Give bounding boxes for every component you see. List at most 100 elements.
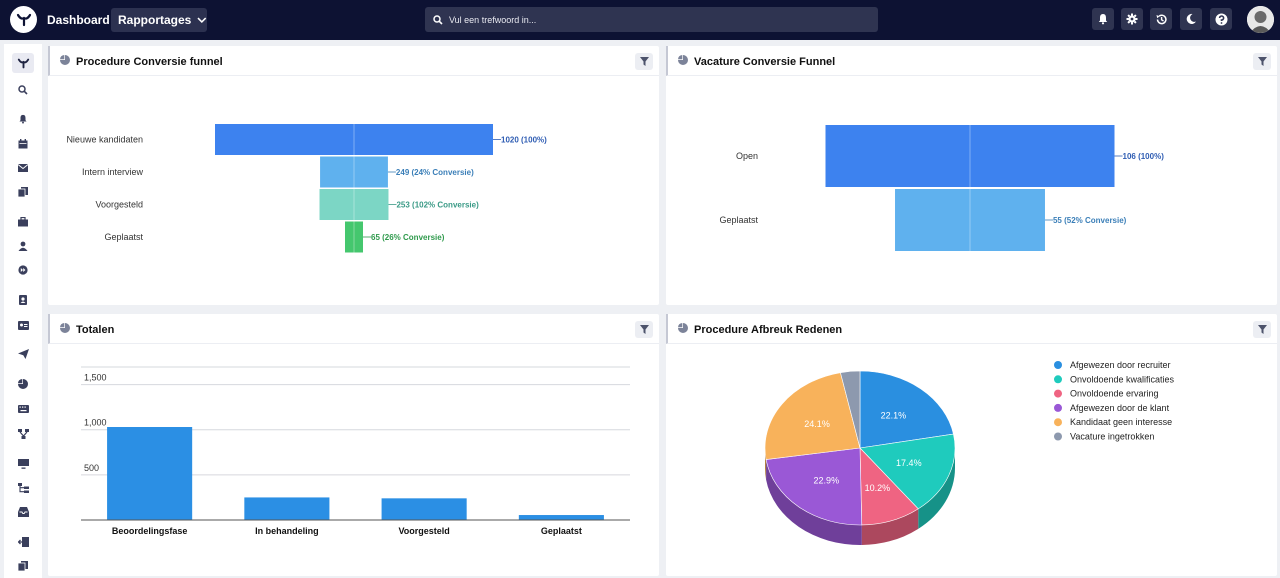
notifications-button[interactable] (1092, 8, 1114, 30)
page-title[interactable]: Dashboard (47, 13, 110, 27)
sidebar-item-contacts[interactable] (12, 290, 34, 310)
dark-mode-button[interactable] (1180, 8, 1202, 30)
bar (244, 497, 330, 520)
sidebar-item-logout[interactable] (12, 532, 34, 552)
user-avatar[interactable] (1247, 6, 1274, 33)
legend-label: Vacature ingetrokken (1070, 432, 1154, 442)
sidebar-item-procedures[interactable] (12, 260, 34, 280)
history-icon (1156, 13, 1167, 24)
id-card-icon (17, 320, 29, 330)
pie-chart-icon (678, 55, 688, 65)
pie-slice-label: 10.2% (865, 483, 891, 493)
funnel-category-label: Geplaatst (719, 215, 758, 225)
panel-title: Procedure Conversie funnel (76, 56, 223, 68)
sidebar-item-documents[interactable] (12, 182, 34, 202)
funnel-bar (320, 156, 388, 188)
legend-label: Afgewezen door de klant (1070, 403, 1170, 413)
gear-icon (1126, 13, 1138, 25)
reports-dropdown-button[interactable]: Rapportages (111, 8, 207, 32)
funnel-value-label: 65 (26% Conversie) (371, 233, 445, 242)
totals-bar-chart: 500 1,000 1,500 Beoordelingsfase In behandel… (81, 366, 630, 536)
sidebar-item-vacancies[interactable] (12, 212, 34, 232)
funnel-category-label: Voorgesteld (95, 200, 143, 210)
breakoff-pie-chart: 22.1% 17.4% 10.2% 22.9% 24.1% Afgewezen door … (764, 360, 1175, 545)
sidebar-item-inbox[interactable] (12, 502, 34, 522)
x-tick-label: Beoordelingsfase (112, 526, 188, 536)
sidebar-item-campaigns[interactable] (12, 344, 34, 364)
sidebar-item-notifications[interactable] (12, 109, 34, 129)
funnel-bar (825, 125, 1115, 187)
top-bar: Dashboard Rapportages (0, 0, 1280, 40)
history-button[interactable] (1150, 8, 1172, 30)
legend-marker (1054, 375, 1062, 384)
sidebar-item-calendar[interactable] (12, 134, 34, 154)
legend-marker (1054, 361, 1062, 369)
funnel-value-label: 1020 (100%) (501, 136, 547, 145)
funnel-category-label: Nieuwe kandidaten (66, 135, 143, 145)
legend-label: Onvoldoende kwalificaties (1070, 374, 1175, 384)
filter-button[interactable] (1253, 321, 1271, 338)
sidebar-item-search[interactable] (12, 80, 34, 100)
sidebar-item-workflows[interactable] (12, 424, 34, 444)
search-input[interactable] (449, 14, 849, 25)
monitor-icon (17, 459, 29, 469)
sidebar-item-archive[interactable] (12, 556, 34, 576)
pie-slice-side (861, 508, 919, 545)
panel-header: Totalen (48, 314, 659, 344)
filter-icon (1257, 57, 1267, 66)
search-icon (18, 85, 28, 95)
panel-title: Totalen (76, 324, 115, 336)
help-button[interactable] (1210, 8, 1232, 30)
sidebar-item-home[interactable] (12, 53, 34, 73)
legend-marker (1054, 389, 1062, 398)
pie-slice (764, 372, 861, 460)
contact-card-icon (19, 295, 27, 305)
sidebar-item-reports[interactable] (12, 374, 34, 394)
sidebar-item-candidates[interactable] (12, 236, 34, 256)
panel-title: Procedure Afbreuk Redenen (694, 324, 843, 336)
filter-button[interactable] (1253, 53, 1271, 70)
bar (518, 515, 604, 520)
calendar-icon (18, 139, 28, 149)
vacancy-funnel-chart: Open 106 (100%) Geplaatst 55 (52% Conversie… (719, 125, 1165, 251)
sidebar-item-display[interactable] (12, 454, 34, 474)
pie-slice-label: 17.4% (896, 458, 922, 468)
funnel-value-label: 55 (52% Conversie) (1053, 216, 1127, 225)
help-icon (1215, 13, 1227, 25)
sidebar-item-relations[interactable] (12, 315, 34, 335)
user-icon (18, 241, 28, 251)
funnel-bar (895, 189, 1045, 251)
filter-icon (639, 57, 649, 66)
envelope-icon (18, 164, 28, 172)
panel-header: Procedure Afbreuk Redenen (666, 314, 1277, 344)
sidebar-item-structure[interactable] (12, 478, 34, 498)
app-logo[interactable] (10, 6, 37, 33)
pie-chart-icon (60, 323, 70, 333)
funnel-value-label: 106 (100%) (1123, 152, 1165, 161)
legend-marker (1054, 403, 1062, 412)
logo-icon (17, 58, 29, 68)
settings-button[interactable] (1121, 8, 1143, 30)
pie-slice (859, 370, 954, 449)
legend-marker (1054, 418, 1062, 427)
procedure-funnel-panel: Procedure Conversie funnel Nieuwe kandid… (48, 46, 659, 305)
breakoff-reasons-panel: Procedure Afbreuk Redenen 22.1% 17.4% 10.2… (666, 314, 1277, 576)
search-icon (433, 14, 443, 25)
x-tick-label: Voorgesteld (398, 526, 449, 536)
filter-button[interactable] (635, 321, 653, 338)
filter-button[interactable] (635, 53, 653, 70)
funnel-bar (215, 124, 493, 155)
pie-slice (840, 370, 861, 449)
funnel-bar (345, 221, 363, 253)
funnel-value-label: 253 (102% Conversie) (396, 201, 479, 210)
copy-icon (18, 561, 28, 571)
sidebar-item-keyboard[interactable] (12, 399, 34, 419)
pie-slice-label: 24.1% (804, 419, 830, 429)
y-tick-label: 1,500 (84, 373, 107, 383)
copy-icon (18, 187, 28, 197)
sidebar-item-mail[interactable] (12, 158, 34, 178)
pie-slice (859, 433, 956, 510)
panel-header: Procedure Conversie funnel (48, 46, 659, 76)
pie-slice-label: 22.9% (814, 475, 840, 485)
procedure-funnel-chart: Nieuwe kandidaten 1020 (100%) Intern inter… (66, 124, 547, 253)
